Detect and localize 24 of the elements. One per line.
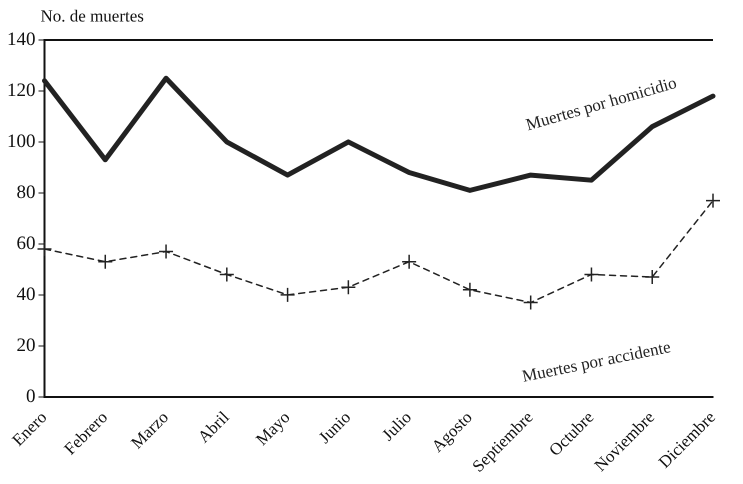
point <box>644 269 660 285</box>
point <box>401 254 417 270</box>
point <box>158 244 174 260</box>
y-tick-label: 120 <box>7 80 36 101</box>
y-axis-title: No. de muertes <box>40 6 144 26</box>
y-tick-label: 140 <box>7 28 36 50</box>
point <box>522 294 538 310</box>
point <box>584 266 600 282</box>
point <box>705 192 721 208</box>
point <box>280 287 296 303</box>
y-tick-label: 100 <box>7 130 36 152</box>
y-tick-label: 0 <box>26 386 36 407</box>
text: Muertes por homicidio <box>524 73 679 134</box>
y-tick-label: 20 <box>16 334 36 356</box>
text: Muertes por accidente <box>520 337 672 386</box>
point <box>462 282 478 298</box>
y-tick-label: 80 <box>16 182 36 203</box>
point <box>36 241 52 257</box>
y-tick-label: 60 <box>16 232 36 254</box>
point <box>98 254 114 270</box>
y-tick-label: 40 <box>16 284 36 305</box>
point <box>340 279 356 295</box>
point <box>219 266 235 282</box>
x-tick-label: Julio <box>378 408 416 444</box>
